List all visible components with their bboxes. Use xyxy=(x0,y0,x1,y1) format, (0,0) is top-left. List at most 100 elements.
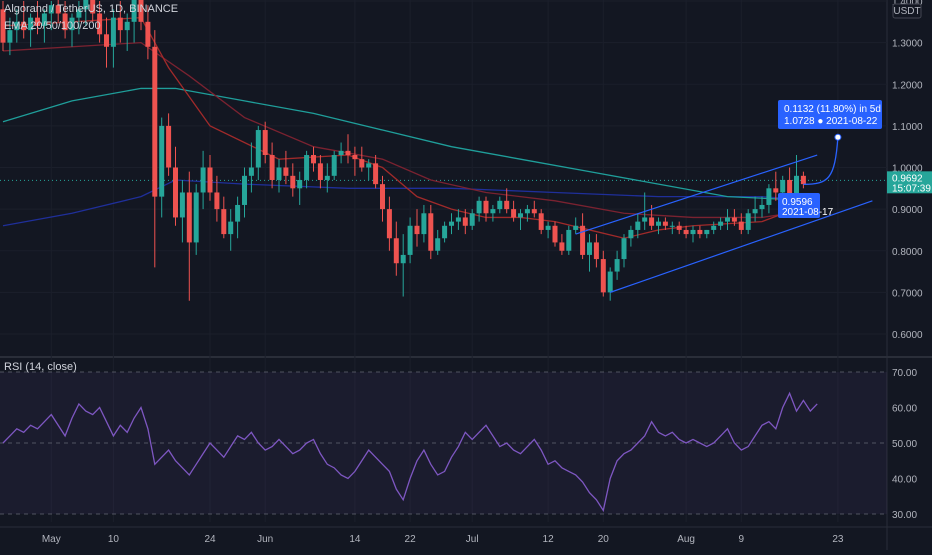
candle-body xyxy=(83,0,89,10)
projection-target-dot xyxy=(834,133,842,141)
candle-body xyxy=(255,130,261,168)
candle-body xyxy=(593,242,599,260)
price-tag-value: 0.9692 xyxy=(892,173,923,184)
candle-body xyxy=(766,188,772,205)
candle-body xyxy=(14,21,20,31)
channel-overlay xyxy=(575,133,873,293)
price-tag-countdown: 15:07:39 xyxy=(892,183,931,194)
candle-body xyxy=(483,200,489,214)
time-tick-label: May xyxy=(42,534,61,545)
candle-body xyxy=(511,209,517,218)
candle-body xyxy=(0,9,6,43)
candle-body xyxy=(711,225,717,230)
candle-body xyxy=(373,163,379,185)
time-tick-label: 12 xyxy=(543,534,555,545)
candle-body xyxy=(414,225,420,235)
candle-body xyxy=(469,213,475,226)
candle-body xyxy=(179,192,185,218)
time-tick-label: 22 xyxy=(405,534,417,545)
candle-body xyxy=(635,221,641,230)
time-tick-label: Aug xyxy=(677,534,695,545)
candle-body xyxy=(228,221,234,235)
candle-body xyxy=(393,238,399,264)
candle-body xyxy=(48,5,54,14)
candle-body xyxy=(193,192,199,243)
candle-body xyxy=(131,0,137,22)
candle-body xyxy=(538,213,544,230)
candle-body xyxy=(297,179,303,189)
candle-body xyxy=(476,200,482,214)
candle-body xyxy=(145,21,151,47)
candle-body xyxy=(504,200,510,210)
candle-body xyxy=(317,163,323,180)
candle-body xyxy=(690,229,696,235)
candle-body xyxy=(276,167,282,180)
candle-body xyxy=(462,217,468,226)
rsi-panel xyxy=(0,371,887,515)
target-change-label: 0.1132 (11.80%) in 5d xyxy=(784,104,881,115)
candle-body xyxy=(704,229,710,235)
candle-body xyxy=(566,229,572,251)
candle-body xyxy=(338,150,344,156)
price-tag-bg xyxy=(887,171,932,194)
candle-body xyxy=(35,17,40,26)
rsi-tick-label: 40.00 xyxy=(892,475,917,486)
candle-body xyxy=(490,209,496,214)
candle-body xyxy=(21,21,27,31)
time-tick-label: 14 xyxy=(349,534,361,545)
price-tick-label: 1.1000 xyxy=(892,122,923,133)
candle-body xyxy=(718,221,724,226)
candle-body xyxy=(607,271,613,293)
price-tick-label: 0.8000 xyxy=(892,247,923,258)
time-tick-label: 10 xyxy=(108,534,120,545)
candles xyxy=(0,0,806,301)
candle-body xyxy=(573,225,579,230)
candle-body xyxy=(90,0,96,14)
candle-body xyxy=(262,130,268,156)
candle-body xyxy=(110,17,116,47)
candle-body xyxy=(552,225,558,243)
candle-body xyxy=(662,221,668,226)
candle-body xyxy=(600,259,606,293)
candle-body xyxy=(587,242,592,255)
target-box: 0.1132 (11.80%) in 5d1.0728 ● 2021-08-22 xyxy=(778,100,882,129)
candle-body xyxy=(352,155,358,160)
channel-upper-line xyxy=(575,154,818,235)
candle-body xyxy=(345,150,351,156)
rsi-tick-label: 70.00 xyxy=(892,368,917,379)
candle-body xyxy=(421,213,427,235)
candle-body xyxy=(386,209,392,239)
candle-body xyxy=(324,175,330,180)
currency-badge: USDT xyxy=(892,3,922,19)
tags: 0.1132 (11.80%) in 5d1.0728 ● 2021-08-22… xyxy=(778,3,932,218)
time-tick-label: 9 xyxy=(739,534,745,545)
candle-body xyxy=(380,184,385,210)
candle-body xyxy=(428,213,434,251)
candle-body xyxy=(28,17,34,31)
candle-body xyxy=(669,225,675,227)
candle-body xyxy=(676,225,682,230)
candle-body xyxy=(7,30,13,43)
rsi-legend: RSI (14, close) xyxy=(4,361,77,373)
rsi-line xyxy=(2,391,818,513)
candle-body xyxy=(200,167,206,193)
candle-body xyxy=(242,175,247,205)
candle-body xyxy=(138,0,144,22)
candle-body xyxy=(794,175,799,197)
candle-body xyxy=(41,13,47,26)
candle-body xyxy=(152,46,158,197)
rsi-tick-label: 30.00 xyxy=(892,510,917,521)
candle-body xyxy=(442,225,448,239)
candle-body xyxy=(725,217,730,222)
candle-body xyxy=(580,225,586,255)
price-tick-label: 0.6000 xyxy=(892,330,923,341)
price-tick-label: 1.2000 xyxy=(892,80,923,91)
candle-body xyxy=(407,225,413,255)
candle-body xyxy=(745,213,751,230)
candle-body xyxy=(787,179,793,197)
candle-body xyxy=(773,188,779,193)
candle-body xyxy=(269,155,275,180)
candle-body xyxy=(531,209,537,214)
